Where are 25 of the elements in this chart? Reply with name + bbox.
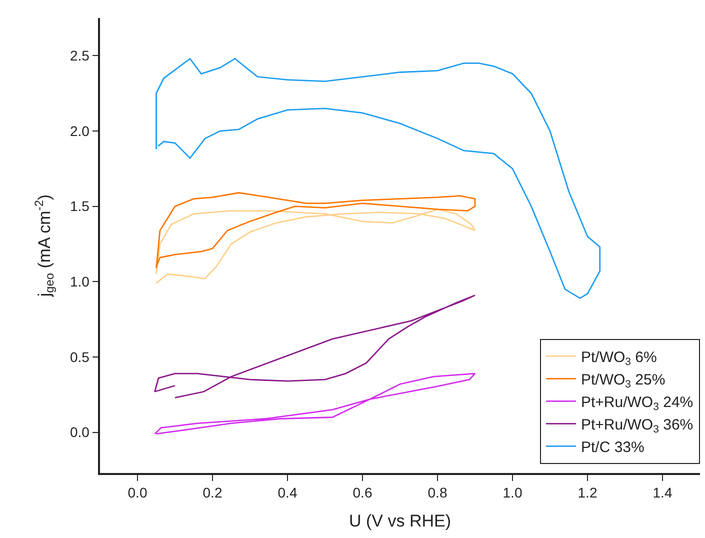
y-tick-label: 0.0 (70, 424, 90, 440)
x-tick-label: 0.2 (202, 484, 222, 501)
legend-label: Pt+Ru/WO$_{3}$ 24% (581, 394, 694, 414)
x-tick-label: 0.6 (352, 484, 372, 501)
line-series (156, 192, 476, 269)
x-tick-label: 1.4 (652, 484, 672, 501)
x-axis-title: U (V vs RHE) (349, 511, 451, 530)
y-tick-label: 1.5 (70, 198, 90, 214)
legend-label: Pt/WO$_{3}$ 25% (581, 372, 666, 391)
y-tick-label: 2.5 (70, 48, 90, 64)
y-tick-label: 1.0 (70, 274, 90, 290)
y-tick-label: 0.5 (70, 348, 90, 365)
x-tick-label: 0.8 (428, 484, 448, 501)
line-series (156, 208, 476, 284)
x-tick-label: 0.4 (278, 484, 298, 501)
x-tick-label: 1.0 (502, 484, 522, 501)
legend-label: Pt/C 33% (581, 439, 644, 456)
line-series (154, 294, 476, 398)
legend-label: Pt+Ru/WO$_{3}$ 36% (581, 416, 694, 436)
legend-label: Pt/WO$_{3}$ 6% (581, 349, 657, 368)
line-series (154, 372, 476, 435)
x-tick-label: 0.0 (128, 484, 148, 501)
y-tick-label: 2.0 (70, 122, 90, 139)
x-tick-label: 1.2 (578, 484, 598, 501)
line-series (156, 58, 601, 299)
